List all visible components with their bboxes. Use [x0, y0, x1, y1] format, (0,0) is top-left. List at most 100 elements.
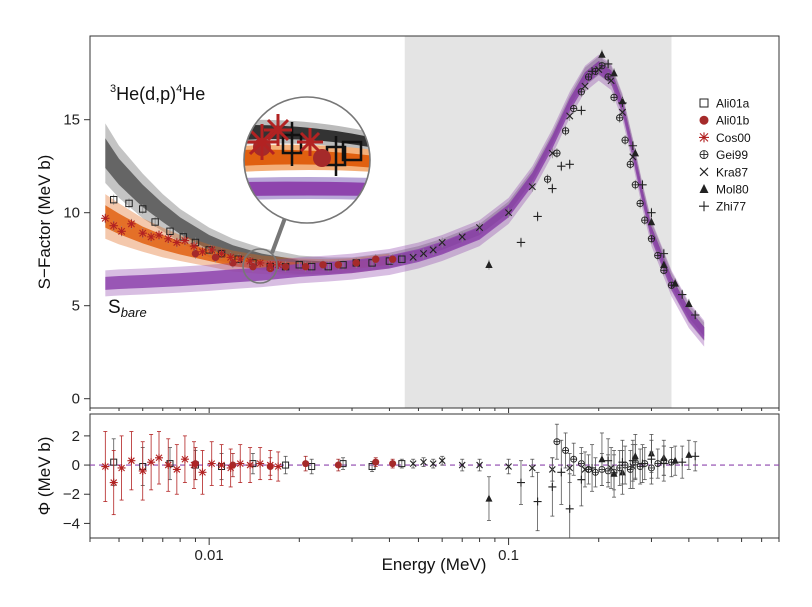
point-ali01b — [334, 261, 343, 269]
point-cos00 — [226, 253, 235, 262]
residual-point-ali01b — [389, 460, 397, 468]
residual-point-zhi77 — [628, 456, 637, 465]
point-cos00 — [180, 236, 190, 245]
inset-purple-band — [244, 181, 370, 196]
point-cos00 — [273, 260, 283, 269]
point-kra87 — [581, 82, 589, 90]
point-ali01b — [281, 262, 290, 271]
x-axis: 0.01 0.1 — [89, 408, 780, 564]
residual-point-zhi77 — [565, 504, 574, 513]
residual-point-gei99 — [621, 461, 629, 469]
point-kra87 — [504, 209, 513, 217]
point-cos00 — [266, 260, 275, 269]
top-data-points — [101, 49, 700, 320]
residual-point-kra87 — [476, 461, 483, 469]
legend-label-ali01b: Ali01b — [716, 114, 750, 128]
s-bare-label: Sbare — [108, 297, 147, 320]
inset-marker-asterisk — [264, 114, 292, 146]
point-cos00 — [198, 247, 207, 256]
point-gei99 — [631, 181, 639, 189]
point-zhi77 — [618, 98, 627, 108]
point-cos00 — [189, 241, 199, 251]
point-ali01a — [110, 195, 118, 204]
point-cos00 — [117, 227, 126, 236]
point-cos00 — [172, 238, 182, 247]
point-mol80 — [647, 217, 656, 226]
point-kra87 — [548, 149, 556, 157]
residual-point-kra87 — [409, 460, 417, 467]
residual-point-cos00 — [180, 455, 189, 464]
residual-point-zhi77 — [691, 452, 700, 461]
residual-point-cos00 — [147, 458, 156, 467]
residual-point-cos00 — [217, 461, 226, 470]
point-zhi77 — [565, 160, 574, 169]
legend-marker-mol80 — [699, 184, 709, 193]
top-y-tick-label: 5 — [72, 298, 80, 315]
point-gei99 — [577, 88, 586, 96]
point-kra87 — [618, 108, 627, 116]
residual-point-gei99 — [562, 447, 570, 454]
point-ali01a — [166, 227, 174, 236]
residual-point-zhi77 — [618, 458, 627, 467]
point-gei99 — [641, 216, 649, 224]
residual-point-cos00 — [266, 461, 275, 470]
point-gei99 — [636, 199, 644, 207]
point-zhi77 — [548, 184, 557, 193]
point-ali01b — [191, 249, 200, 258]
top-y-tick-label: 0 — [72, 391, 80, 408]
point-cos00 — [101, 214, 110, 223]
residual-point-zhi77 — [588, 463, 597, 472]
residual-point-kra87 — [528, 464, 536, 472]
residual-point-cos00 — [164, 461, 173, 470]
point-ali01b — [211, 253, 220, 262]
residual-point-ali01b — [334, 461, 342, 469]
zoom-connector-line — [270, 217, 287, 254]
bottom-y-tick-label: −4 — [63, 515, 80, 532]
bottom-y-axis: −4 −2 0 2 — [63, 428, 90, 532]
residual-point-kra87 — [458, 461, 466, 469]
residual-point-cos00 — [155, 453, 164, 462]
inset-border — [243, 96, 371, 224]
residual-point-kra87 — [581, 466, 589, 473]
legend-marker-cos00 — [699, 132, 709, 143]
x-tick-label: 0.01 — [195, 547, 224, 564]
residual-point-cos00 — [207, 459, 216, 468]
inset-content — [244, 114, 370, 200]
point-kra87 — [438, 238, 446, 247]
point-ali01b — [319, 261, 327, 269]
residual-point-cos00 — [246, 461, 255, 470]
residual-point-cos00 — [198, 468, 207, 477]
point-cos00 — [109, 221, 118, 230]
point-cos00 — [217, 249, 226, 258]
residual-point-kra87 — [505, 463, 512, 470]
band-inner-s-bare — [105, 61, 705, 341]
residual-point-zhi77 — [647, 455, 656, 464]
bottom-y-tick-label: 2 — [72, 428, 80, 445]
point-kra87 — [595, 65, 603, 74]
x-tick-label: 0.1 — [498, 547, 519, 564]
point-gei99 — [654, 251, 662, 260]
band-outer-fit-cos00-screening- — [105, 194, 390, 275]
point-cos00 — [236, 255, 245, 264]
bottom-y-tick-label: 0 — [72, 457, 80, 474]
point-gei99 — [570, 104, 578, 113]
point-gei99 — [584, 73, 593, 81]
residual-point-kra87 — [566, 464, 574, 472]
residual-point-mol80 — [598, 455, 606, 463]
residual-point-zhi77 — [577, 475, 586, 484]
inset-marker-circle — [313, 149, 331, 167]
residual-point-cos00 — [117, 463, 126, 472]
legend-label-cos00: Cos00 — [716, 131, 751, 145]
residual-point-cos00 — [172, 465, 181, 474]
inset-marker-asterisk — [246, 124, 278, 160]
zoom-inset — [242, 96, 371, 284]
point-gei99 — [621, 136, 629, 144]
point-mol80 — [610, 69, 618, 77]
residual-point-cos00 — [190, 461, 199, 470]
point-kra87 — [419, 250, 428, 258]
point-mol80 — [671, 279, 679, 287]
top-panel-frame — [89, 35, 780, 409]
point-gei99 — [647, 235, 656, 243]
point-ali01a — [398, 255, 406, 263]
residual-point-kra87 — [607, 464, 615, 472]
